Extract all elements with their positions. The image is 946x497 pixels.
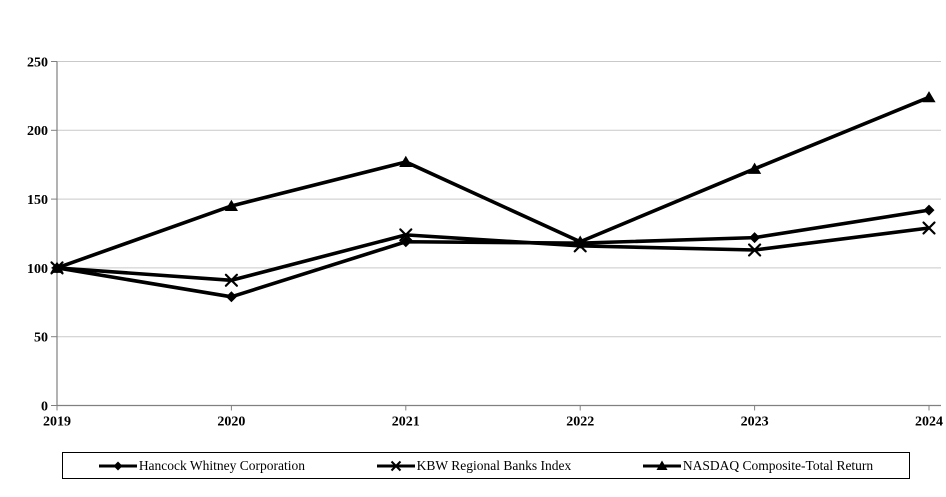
legend-label-nasdaq-composite-total-return: NASDAQ Composite-Total Return (682, 457, 874, 473)
marker-hancock-whitney-corporation-2023 (749, 232, 761, 244)
marker-hancock-whitney-corporation-2024 (923, 204, 935, 216)
x-axis-label-2021: 2021 (392, 415, 420, 430)
legend-item-nasdaq-composite-total-return: NASDAQ Composite-Total Return (642, 457, 874, 474)
legend-triangle-marker-icon (642, 460, 681, 470)
y-axis-label-250: 250 (27, 55, 48, 70)
marker-nasdaq-composite-total-return-2023 (748, 162, 762, 174)
legend-label-hancock-whitney-corporation: Hancock Whitney Corporation (138, 457, 306, 473)
chart-legend: Hancock Whitney Corporation KBW Regional … (62, 452, 910, 479)
y-axis-label-50: 50 (34, 331, 48, 346)
legend-item-kbw-regional-banks-index: KBW Regional Banks Index (376, 457, 572, 474)
series-line-hancock-whitney-corporation (56, 208, 930, 299)
marker-kbw-regional-banks-index-2021 (399, 228, 413, 242)
y-axis-label-200: 200 (27, 124, 48, 139)
marker-nasdaq-composite-total-return-2022 (573, 235, 587, 247)
marker-kbw-regional-banks-index-2020 (224, 273, 238, 287)
y-axis-label-100: 100 (27, 262, 48, 277)
y-axis-label-0: 0 (41, 399, 48, 414)
marker-kbw-regional-banks-index-2024 (922, 221, 936, 235)
marker-nasdaq-composite-total-return-2024 (922, 91, 936, 103)
series-line-nasdaq-composite-total-return (56, 95, 930, 270)
marker-nasdaq-composite-total-return-2021 (399, 155, 413, 167)
x-axis-label-2020: 2020 (217, 415, 245, 430)
legend-item-hancock-whitney-corporation: Hancock Whitney Corporation (98, 457, 306, 474)
legend-diamond-marker-icon (98, 461, 137, 470)
marker-nasdaq-composite-total-return-2020 (224, 199, 238, 211)
x-axis-label-2023: 2023 (741, 415, 769, 430)
marker-hancock-whitney-corporation-2020 (225, 291, 237, 303)
series-line-kbw-regional-banks-index (56, 226, 930, 283)
marker-kbw-regional-banks-index-2023 (747, 243, 762, 257)
legend-label-kbw-regional-banks-index: KBW Regional Banks Index (416, 457, 572, 473)
x-axis-label-2024: 2024 (915, 415, 943, 430)
plot-area: 0 50 100 150 200 250 2019 2020 2021 2022 2023 2024 (27, 55, 943, 430)
y-axis-label-150: 150 (27, 193, 48, 208)
x-axis-label-2022: 2022 (566, 415, 594, 430)
legend-x-marker-icon (376, 460, 415, 471)
x-axis-label-2019: 2019 (43, 415, 71, 430)
marker-nasdaq-composite-total-return-2019 (50, 261, 64, 273)
